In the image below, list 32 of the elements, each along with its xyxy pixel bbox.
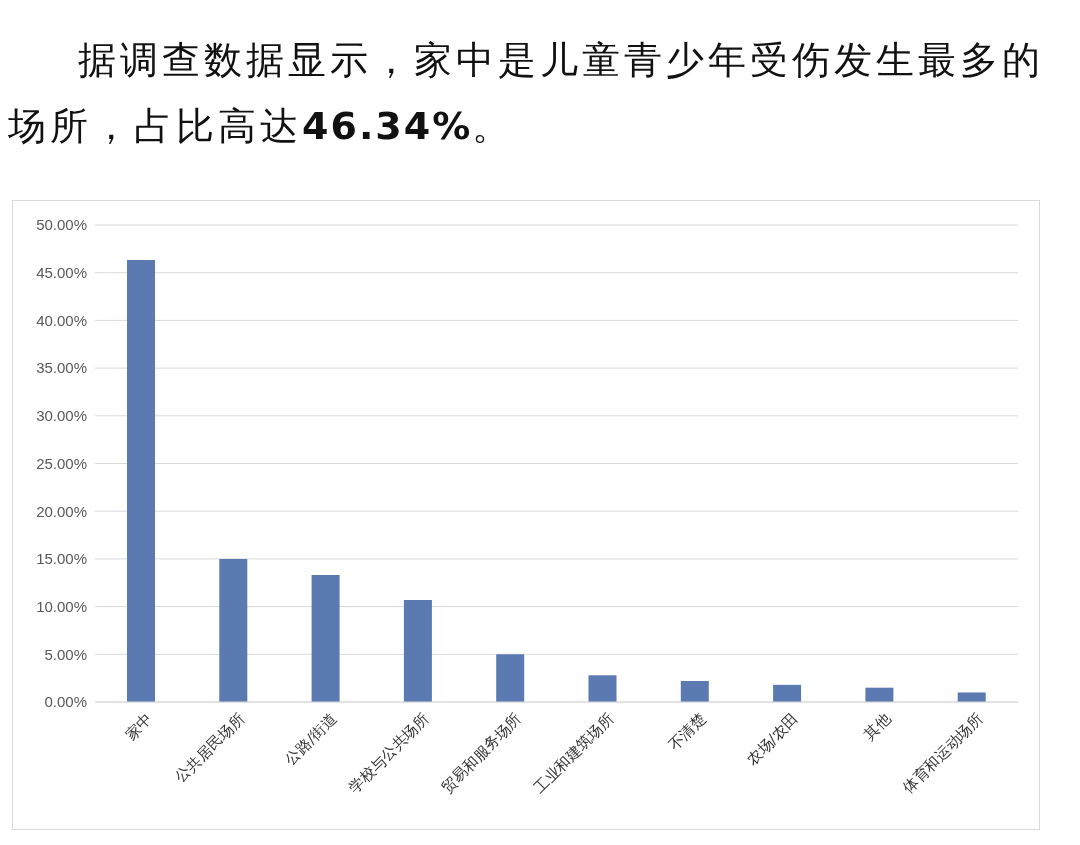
chart-title: 据调查数据显示，家中是儿童青少年受伤发生最多的场所，占比高达46.34%。 xyxy=(8,38,1044,148)
x-tick-label: 农场/农田 xyxy=(743,709,802,769)
bar xyxy=(680,681,709,702)
x-tick-label: 公路/街道 xyxy=(281,709,341,769)
x-tick-label: 学校与公共场所 xyxy=(345,709,433,797)
x-tick-label: 贸易和服务场所 xyxy=(437,709,525,797)
y-tick-label: 10.00% xyxy=(36,597,87,615)
x-tick-label: 家中 xyxy=(121,709,156,744)
x-tick-label: 公共居民场所 xyxy=(171,709,248,787)
x-tick-label: 不清楚 xyxy=(664,709,710,755)
bar xyxy=(219,558,248,702)
y-tick-label: 40.00% xyxy=(36,311,87,329)
y-tick-label: 35.00% xyxy=(36,359,87,377)
bar xyxy=(311,575,340,702)
bar xyxy=(403,599,432,702)
bar xyxy=(127,259,155,702)
x-tick-label: 体育和运动场所 xyxy=(899,709,987,797)
bar xyxy=(957,692,986,702)
y-tick-label: 50.00% xyxy=(36,216,87,234)
bar xyxy=(588,675,617,702)
bar xyxy=(865,687,894,702)
y-tick-label: 15.00% xyxy=(36,550,87,568)
y-tick-label: 25.00% xyxy=(36,454,87,472)
bar xyxy=(773,684,802,702)
y-tick-label: 45.00% xyxy=(36,264,87,282)
y-tick-label: 20.00% xyxy=(36,502,87,520)
y-tick-label: 30.00% xyxy=(36,407,87,425)
y-tick-label: 5.00% xyxy=(44,645,87,663)
bar xyxy=(496,654,525,702)
y-tick-label: 0.00% xyxy=(44,693,87,711)
x-tick-label: 工业和建筑场所 xyxy=(530,709,618,797)
x-tick-label: 其他 xyxy=(860,709,895,744)
